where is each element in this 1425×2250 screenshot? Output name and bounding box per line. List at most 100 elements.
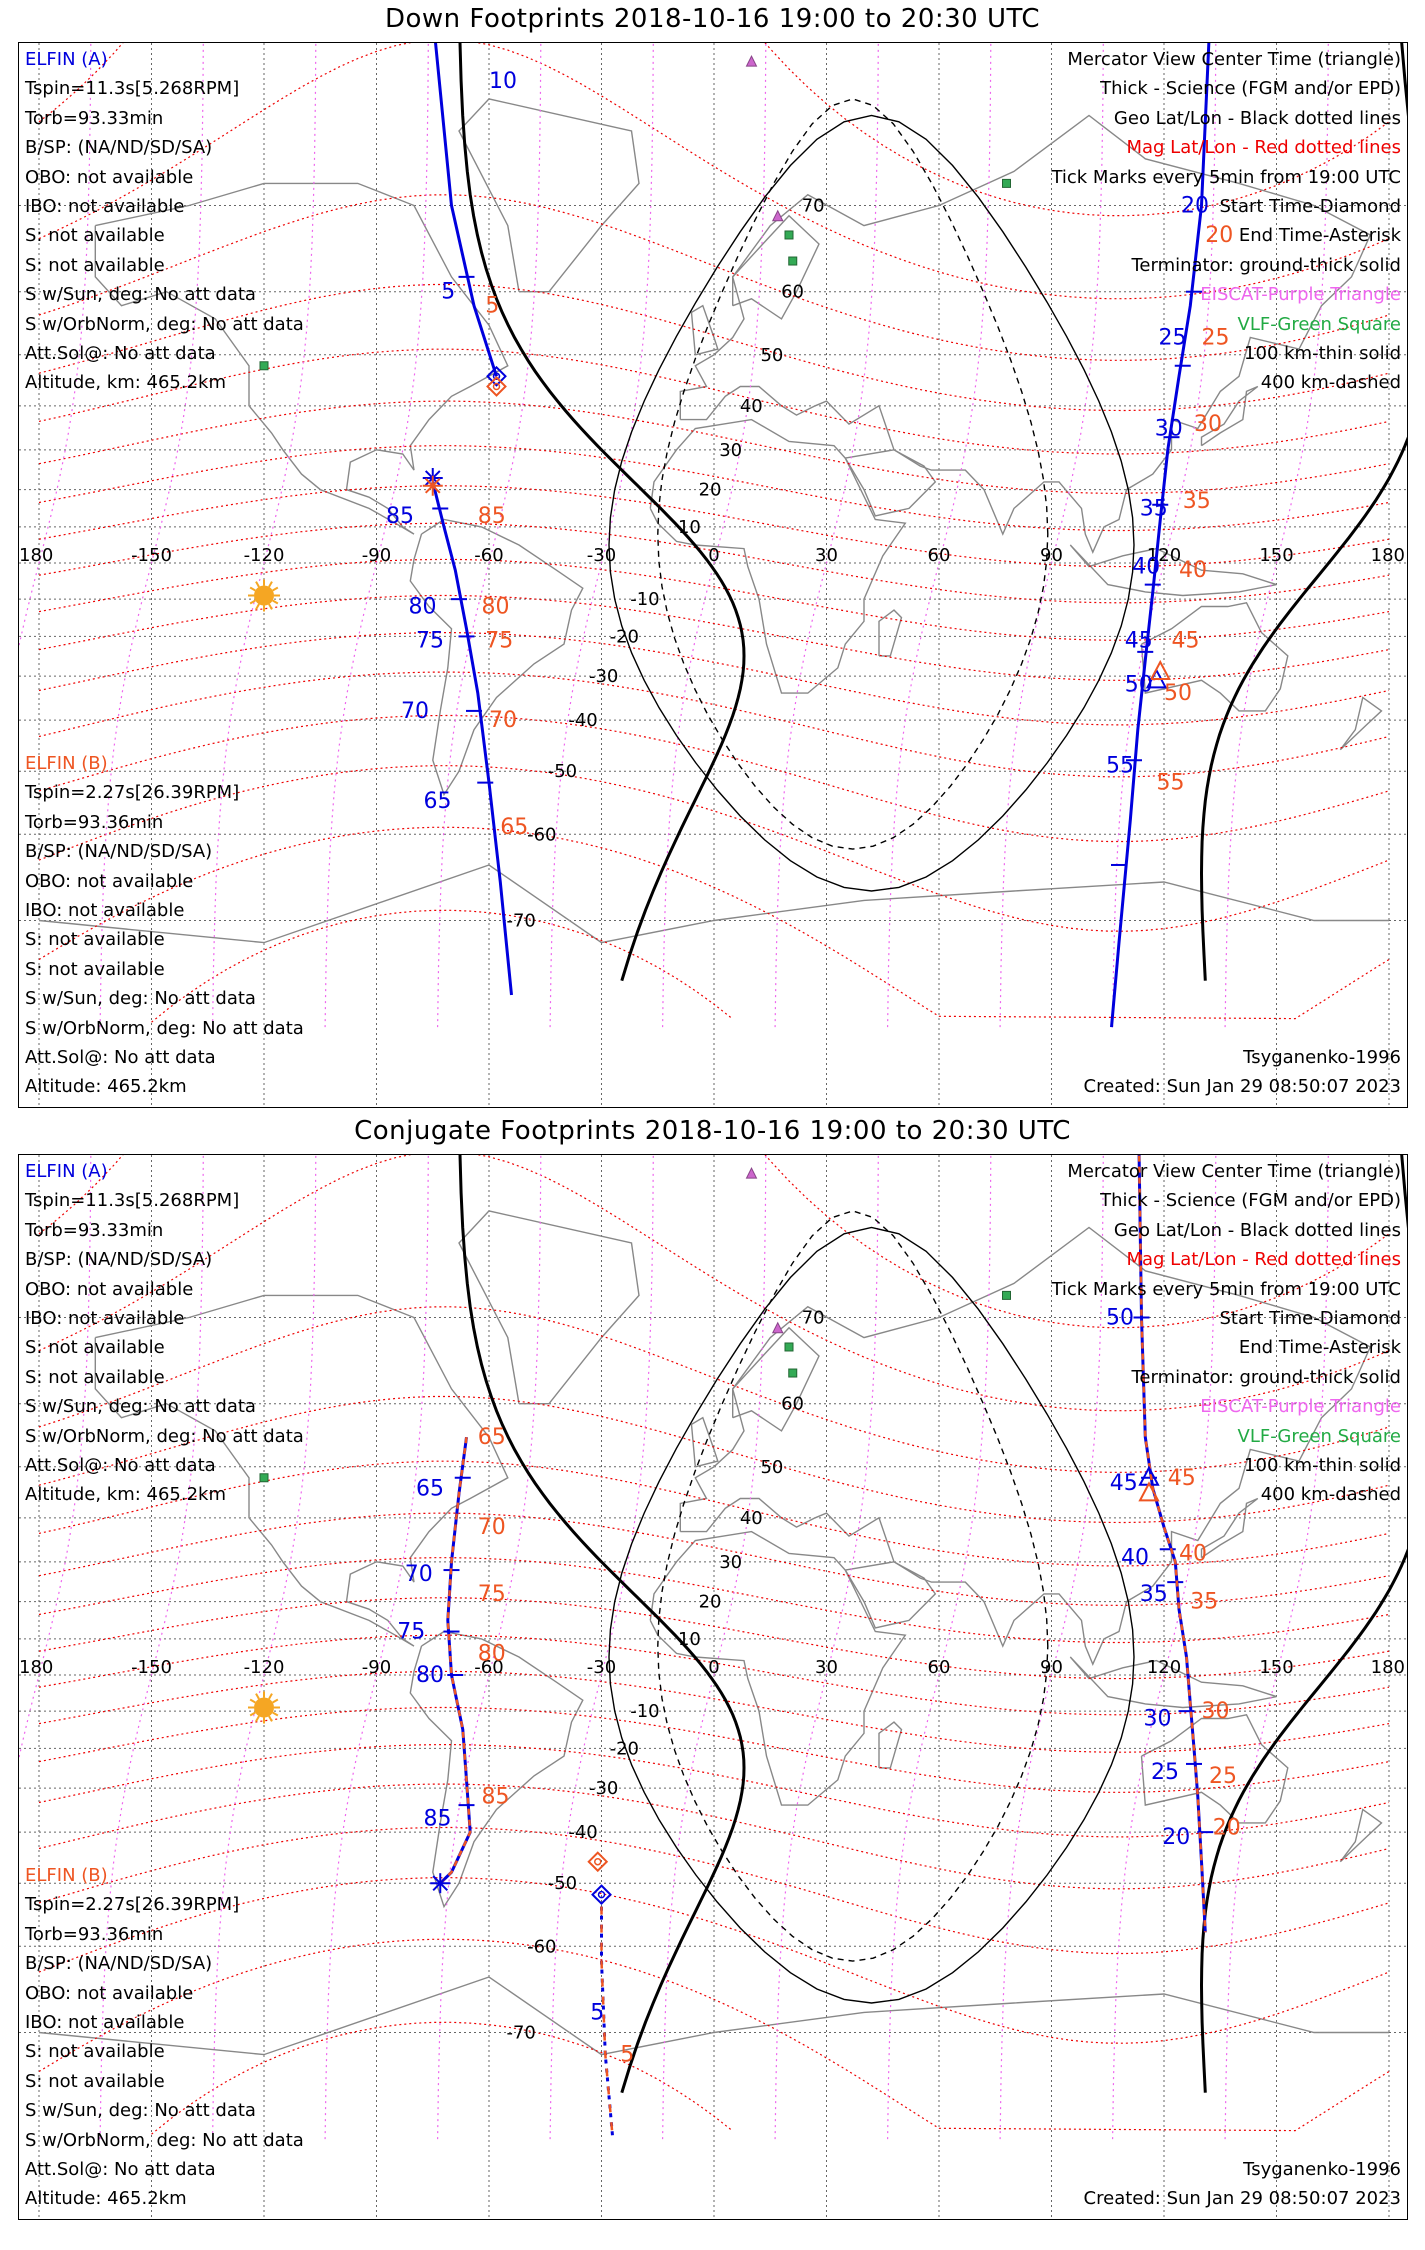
coastline-antarctica xyxy=(38,1976,1389,2056)
elfin-a-line: IBO: not available xyxy=(25,1308,185,1330)
elfin-b-line: S: not available xyxy=(25,2041,165,2063)
coastline-indonesia xyxy=(1069,1656,1277,1709)
elfin-b-line: S: not available xyxy=(25,2070,165,2092)
mag-meridian xyxy=(324,1155,429,2140)
legend-item: Mag Lat/Lon - Red dotted lines xyxy=(1126,137,1401,159)
map-footer: Tsyganenko-1996 Created: Sun Jan 29 08:5… xyxy=(1084,1043,1401,1102)
coastline-japan xyxy=(1200,385,1259,447)
map-panel-conjugate: 180 -150 -120 -90 -60 -30 0 30 60 90 120 150 180 70 60… xyxy=(18,1154,1408,2220)
elfin-b-line: S w/Sun, deg: No att data xyxy=(25,2100,256,2122)
sun-ray xyxy=(268,603,273,610)
legend-item: Start Time-Diamond xyxy=(1219,196,1401,218)
sun-ray xyxy=(272,599,279,605)
track-elfin-b xyxy=(439,1437,472,1885)
sun-ray xyxy=(268,581,273,588)
elfin-a-line: S: not available xyxy=(25,1337,165,1359)
mag-parallel xyxy=(38,1155,1390,1329)
center-time-triangle-icon xyxy=(1149,659,1171,681)
lat-tick-label: -40 xyxy=(568,710,597,731)
legend-item: Mercator View Center Time (triangle) xyxy=(1067,49,1401,70)
track-time-label: 30 xyxy=(1194,412,1222,437)
elfin-b-line: S: not available xyxy=(25,958,165,980)
track-time-label: 20 xyxy=(1162,1825,1190,1850)
legend-item: Start Time-Diamond xyxy=(1219,1308,1401,1330)
mag-meridian xyxy=(1224,43,1329,1028)
lon-tick-label: 150 xyxy=(1259,1657,1293,1678)
lon-tick-label: 180 xyxy=(1371,545,1405,566)
lon-tick-label: 90 xyxy=(1040,1657,1063,1678)
elfin-b-line: B/SP: (NA/ND/SD/SA) xyxy=(25,1953,213,1975)
track-time-label: 40 xyxy=(1179,558,1207,583)
lon-tick-label: -150 xyxy=(131,1657,172,1678)
track-time-label: 55 xyxy=(1106,754,1134,779)
coastline-madagascar xyxy=(878,609,903,657)
lon-tick-label: 0 xyxy=(708,545,719,566)
track-time-label: 50 xyxy=(1106,1306,1134,1331)
legend-item: Geo Lat/Lon - Black dotted lines xyxy=(1113,107,1401,129)
elfin-b-line: Tspin=2.27s[26.39RPM] xyxy=(25,1894,240,1916)
vlf-square-icon xyxy=(784,230,794,240)
altitude-400km-line xyxy=(657,98,1049,850)
track-time-label: 35 xyxy=(1140,496,1168,521)
mag-parallel xyxy=(38,558,1390,641)
map-footer: Tsyganenko-1996 Created: Sun Jan 29 08:5… xyxy=(1084,2155,1401,2214)
mag-parallel xyxy=(38,194,1390,361)
vlf-square-icon xyxy=(784,1342,794,1352)
track-time-label: 80 xyxy=(482,594,510,619)
altitude-400km-line xyxy=(657,1210,1049,1962)
legend-item: 400 km-dashed xyxy=(1260,372,1401,394)
track-time-label: 80 xyxy=(409,594,437,619)
lat-tick-label: 70 xyxy=(802,1308,825,1329)
legend-item: Mercator View Center Time (triangle) xyxy=(1067,1161,1401,1182)
track-time-label: 45 xyxy=(1110,1471,1138,1496)
elfin-a-line: S w/OrbNorm, deg: No att data xyxy=(25,313,304,335)
lon-tick-label: -90 xyxy=(362,545,391,566)
elfin-b-info: ELFIN (B) Tspin=2.27s[26.39RPM] Torb=93.… xyxy=(25,1861,304,2214)
vlf-square-icon xyxy=(1002,1290,1011,1300)
coastline-indonesia xyxy=(1069,544,1277,597)
elfin-a-line: Torb=93.33min xyxy=(25,107,164,129)
mag-meridian xyxy=(437,43,542,1028)
track-time-label: 25 xyxy=(1202,325,1230,350)
elfin-b-name: ELFIN (B) xyxy=(25,1865,108,1886)
mag-parallel xyxy=(38,43,1390,217)
lon-tick-label: 0 xyxy=(708,1657,719,1678)
track-elfin-a xyxy=(1110,43,1211,1028)
lon-tick-label: -60 xyxy=(474,545,503,566)
vlf-square-icon xyxy=(788,1368,798,1378)
coastline-madagascar xyxy=(878,1721,903,1769)
mag-meridian xyxy=(1224,1155,1329,2140)
elfin-a-info: ELFIN (A) Tspin=11.3s[5.268RPM] Torb=93.… xyxy=(25,1157,304,1510)
lon-tick-label: 180 xyxy=(19,1657,53,1678)
elfin-b-line: Torb=93.36min xyxy=(25,1923,164,1945)
elfin-a-name: ELFIN (A) xyxy=(25,1161,108,1182)
vlf-square-icon xyxy=(1002,178,1011,188)
elfin-b-line: OBO: not available xyxy=(25,1982,194,2004)
elfin-b-info: ELFIN (B) Tspin=2.27s[26.39RPM] Torb=93.… xyxy=(25,749,304,1102)
legend-item: Thick - Science (FGM and/or EPD) xyxy=(1100,78,1401,100)
eiscat-triangle-icon xyxy=(771,1321,784,1334)
lat-tick-label: 10 xyxy=(678,1629,701,1650)
elfin-b-line: Att.Sol@: No att data xyxy=(25,1047,216,1069)
altitude-100km-line xyxy=(608,114,1135,892)
mag-meridian xyxy=(19,1155,92,1761)
center-time-triangle-icon xyxy=(1138,1481,1160,1502)
track-time-label: 35 xyxy=(1183,489,1211,514)
track-time-label: 5 xyxy=(590,2000,604,2025)
lat-tick-label: 60 xyxy=(781,1394,804,1415)
lat-tick-label: 70 xyxy=(802,196,825,217)
mag-meridian xyxy=(662,1155,767,2140)
sun-ray xyxy=(272,1711,279,1717)
lat-tick-label: 20 xyxy=(699,1592,722,1613)
track-time-label: 85 xyxy=(478,504,506,529)
coastline-africa xyxy=(649,418,907,694)
sun-ray xyxy=(272,586,279,592)
lat-tick-label: -40 xyxy=(568,1822,597,1843)
map-legend: Mercator View Center Time (triangle) Thi… xyxy=(1051,45,1401,398)
legend-item: Terminator: ground-thick solid xyxy=(1131,254,1401,276)
legend-item: 100 km-thin solid xyxy=(1244,1455,1401,1477)
mag-meridian xyxy=(212,43,317,1028)
sun-icon xyxy=(254,1697,274,1718)
lat-tick-label: 60 xyxy=(781,282,804,303)
legend-item: Thick - Science (FGM and/or EPD) xyxy=(1100,1190,1401,1212)
